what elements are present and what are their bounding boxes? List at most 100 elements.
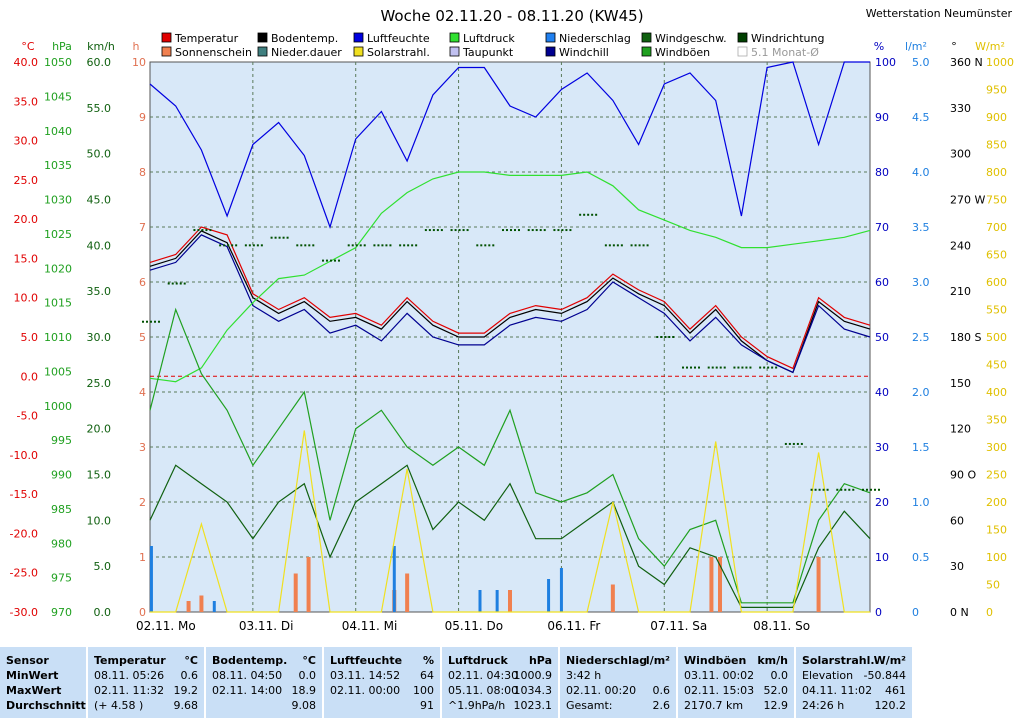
axis-tick-temp: 15.0 — [14, 252, 39, 265]
legend-label: Luftfeuchte — [367, 32, 430, 45]
stats-column-title: Windböen km/h — [684, 654, 788, 667]
wind-direction-dot — [415, 244, 418, 247]
stats-column: Niederschlag l/m² 3:42 h 02.11. 00:20 0.6 Ges… — [560, 647, 678, 718]
axis-tick-temp: 30.0 — [14, 135, 39, 148]
series-line-pressure — [149, 171, 871, 383]
axis-tick-pressure: 995 — [51, 434, 72, 447]
axis-tick-pressure: 1035 — [44, 159, 72, 172]
axis-tick-direction: 330 — [950, 102, 971, 115]
wind-direction-dot — [308, 244, 311, 247]
wind-direction-dot — [338, 259, 340, 262]
axis-tick-pressure: 1005 — [44, 365, 72, 378]
wind-direction-dot — [656, 336, 659, 338]
wind-direction-dot — [223, 244, 226, 247]
stats-cell-label: 3:42 h — [566, 669, 602, 682]
wind-direction-dot — [492, 244, 495, 247]
axis-tick-wind: 5.0 — [94, 560, 112, 573]
stats-column-unit: W/m² — [873, 654, 906, 667]
sunshine-bar — [709, 557, 714, 612]
wind-direction-dot — [326, 259, 328, 262]
stats-row: MinWert — [6, 669, 80, 683]
axis-tick-wind: 30.0 — [87, 331, 112, 344]
stats-column: Luftfeuchte% 03.11. 14:52 64 02.11. 00:00 10… — [324, 647, 442, 718]
stats-cell-label: 2170.7 km — [684, 699, 744, 712]
legend-swatch — [257, 46, 268, 57]
axis-tick-rain: 2.5 — [912, 331, 930, 344]
stats-column: Bodentemp. °C 08.11. 04:50 0.0 02.11. 14:00 1… — [206, 647, 324, 718]
legend-label: Taupunkt — [462, 46, 514, 59]
axis-tick-rain: 4.5 — [912, 111, 930, 124]
axis-tick-temp: -5.0 — [17, 410, 38, 423]
wind-direction-dot — [359, 244, 362, 247]
axis-unit-pressure: hPa — [52, 40, 72, 53]
rain-bar — [392, 546, 396, 612]
wind-direction-dot — [330, 259, 332, 262]
stats-column: Sensor MinWert MaxWert Durchschnitt — [0, 647, 88, 718]
series-line-wind — [149, 307, 871, 604]
axis-tick-temp: 40.0 — [14, 56, 39, 69]
sunshine-bar — [293, 573, 298, 612]
legend-swatch — [545, 46, 556, 57]
axis-tick-direction: 90 O — [950, 469, 976, 482]
wind-direction-dot — [502, 229, 504, 232]
wind-direction-dot — [672, 336, 675, 338]
axis-tick-humidity: 70 — [875, 221, 889, 234]
axis-tick-humidity: 10 — [875, 551, 889, 564]
x-axis-label: 08.11. So — [753, 619, 810, 633]
axis-tick-solar: 350 — [986, 414, 1007, 427]
wind-direction-dot — [634, 244, 637, 247]
rain-bar — [547, 579, 551, 612]
axis-tick-wind: 25.0 — [87, 377, 112, 390]
wind-direction-dot — [707, 366, 710, 369]
legend-swatch — [641, 46, 652, 57]
wind-direction-dot — [363, 244, 366, 247]
wind-direction-dot — [407, 244, 410, 247]
axis-tick-solar: 700 — [986, 221, 1007, 234]
wind-direction-dot — [518, 229, 520, 232]
wind-direction-dot — [698, 366, 700, 369]
stats-row: Durchschnitt — [6, 699, 86, 713]
axis-tick-sun: 7 — [139, 221, 146, 234]
wind-direction-dot — [506, 229, 508, 232]
wind-direction-dot — [862, 488, 864, 491]
wind-direction-dot — [852, 488, 855, 491]
wind-direction-dot — [569, 229, 572, 232]
stats-cell-label: 03.11. 14:52 — [330, 669, 401, 682]
wind-direction-dot — [219, 244, 222, 247]
wind-direction-dot — [377, 244, 380, 247]
axis-tick-sun: 3 — [139, 441, 146, 454]
wind-direction-dot — [719, 366, 722, 369]
stats-row: Gesamt: 2.6 — [566, 699, 670, 713]
axis-tick-solar: 50 — [986, 579, 1000, 592]
axis-tick-temp: -30.0 — [10, 606, 38, 619]
axis-tick-sun: 1 — [139, 551, 146, 564]
axis-tick-temp: -25.0 — [10, 567, 38, 580]
axis-tick-rain: 2.0 — [912, 386, 930, 399]
wind-direction-dot — [300, 244, 303, 247]
axis-tick-temp: 10.0 — [14, 292, 39, 305]
wind-direction-dot — [759, 366, 762, 369]
rain-bar — [478, 590, 482, 612]
wind-direction-dot — [282, 236, 285, 239]
station-name: Wetterstation Neumünster — [866, 7, 1013, 20]
wind-direction-dot — [775, 366, 778, 369]
axis-tick-direction: 270 W — [950, 194, 985, 207]
axis-tick-direction: 0 N — [950, 606, 969, 619]
wind-direction-dot — [531, 229, 534, 232]
wind-direction-dot — [870, 488, 872, 491]
legend-swatch — [545, 32, 556, 43]
wind-direction-dot — [231, 244, 234, 247]
wind-direction-dot — [587, 213, 590, 216]
axis-tick-pressure: 975 — [51, 572, 72, 585]
wind-direction-dot — [745, 366, 748, 369]
wind-direction-dot — [304, 244, 307, 247]
wind-direction-dot — [154, 320, 156, 323]
wind-direction-dot — [462, 229, 465, 232]
wind-direction-dot — [274, 236, 277, 239]
wind-direction-dot — [286, 236, 289, 239]
x-axis-label: 07.11. Sa — [650, 619, 707, 633]
wind-direction-dot — [784, 442, 787, 445]
wind-direction-dot — [711, 366, 714, 369]
axis-tick-wind: 10.0 — [87, 514, 112, 527]
wind-direction-dot — [278, 236, 281, 239]
